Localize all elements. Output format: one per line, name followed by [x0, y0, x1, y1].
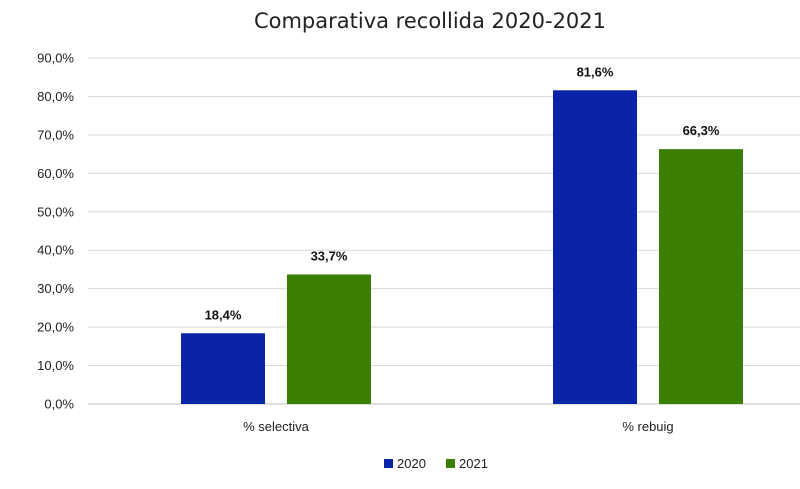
legend-swatch: [446, 459, 455, 468]
bar-2020-2: [553, 90, 637, 404]
bar-2021-2: [659, 149, 743, 404]
data-labels: 18,4% 33,7% 81,6% 66,3%: [205, 64, 720, 322]
data-label: 81,6%: [577, 64, 614, 79]
y-tick-label: 10,0%: [37, 358, 74, 373]
x-tick-label: % selectiva: [243, 419, 310, 434]
x-tick-label: % rebuig: [622, 419, 673, 434]
y-tick-label: 20,0%: [37, 320, 74, 335]
y-tick-label: 70,0%: [37, 127, 74, 142]
chart-title: Comparativa recollida 2020-2021: [254, 9, 606, 33]
data-label: 66,3%: [683, 123, 720, 138]
y-tick-label: 90,0%: [37, 51, 74, 66]
y-tick-label: 80,0%: [37, 89, 74, 104]
data-label: 18,4%: [205, 307, 242, 322]
bar-2021-1: [287, 274, 371, 404]
bars: [181, 90, 743, 404]
x-axis: % selectiva % rebuig: [243, 419, 674, 434]
bar-2020-1: [181, 333, 265, 404]
data-label: 33,7%: [311, 248, 348, 263]
y-tick-label: 50,0%: [37, 204, 74, 219]
y-axis: 0,0% 10,0% 20,0% 30,0% 40,0% 50,0% 60,0% 70,0% 8…: [37, 51, 74, 412]
legend-swatch: [384, 459, 393, 468]
y-tick-label: 30,0%: [37, 281, 74, 296]
legend-label: 2021: [459, 456, 488, 471]
legend: 2020 2021: [384, 456, 488, 471]
legend-label: 2020: [397, 456, 426, 471]
y-tick-label: 0,0%: [44, 397, 74, 412]
y-tick-label: 60,0%: [37, 166, 74, 181]
y-tick-label: 40,0%: [37, 243, 74, 258]
